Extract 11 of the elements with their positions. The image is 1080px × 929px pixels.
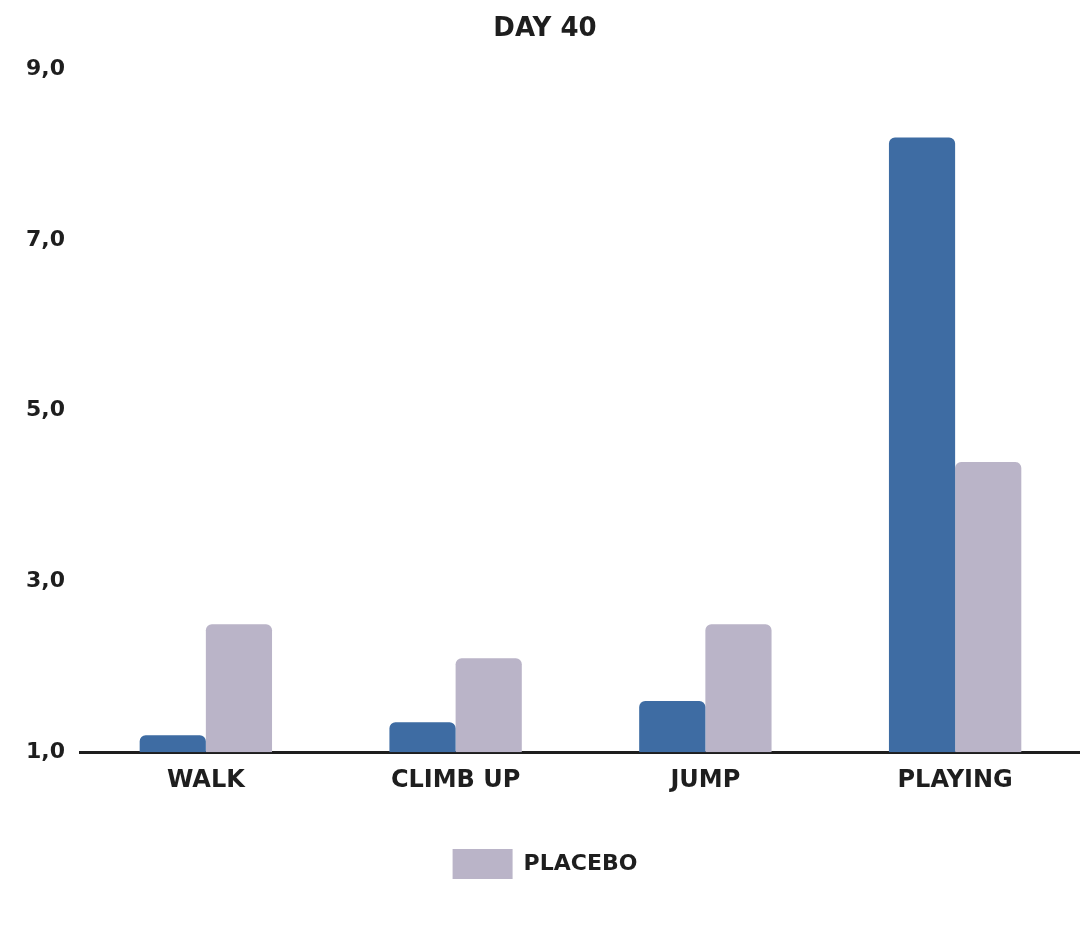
x-tick-label: PLAYING <box>897 764 1013 793</box>
y-tick-label: 5,0 <box>25 396 65 422</box>
y-tick-label: 3,0 <box>25 567 65 593</box>
y-tick-label: 9,0 <box>25 54 65 80</box>
y-tick-label: 7,0 <box>25 225 65 251</box>
chart-title: DAY 40 <box>493 12 597 43</box>
x-tick-label: CLIMB UP <box>390 764 521 793</box>
x-tick-label: WALK <box>166 764 247 793</box>
x-tick-label: JUMP <box>668 764 741 793</box>
legend-label: PLACEBO <box>523 849 638 875</box>
y-tick-label: 1,0 <box>25 737 65 763</box>
